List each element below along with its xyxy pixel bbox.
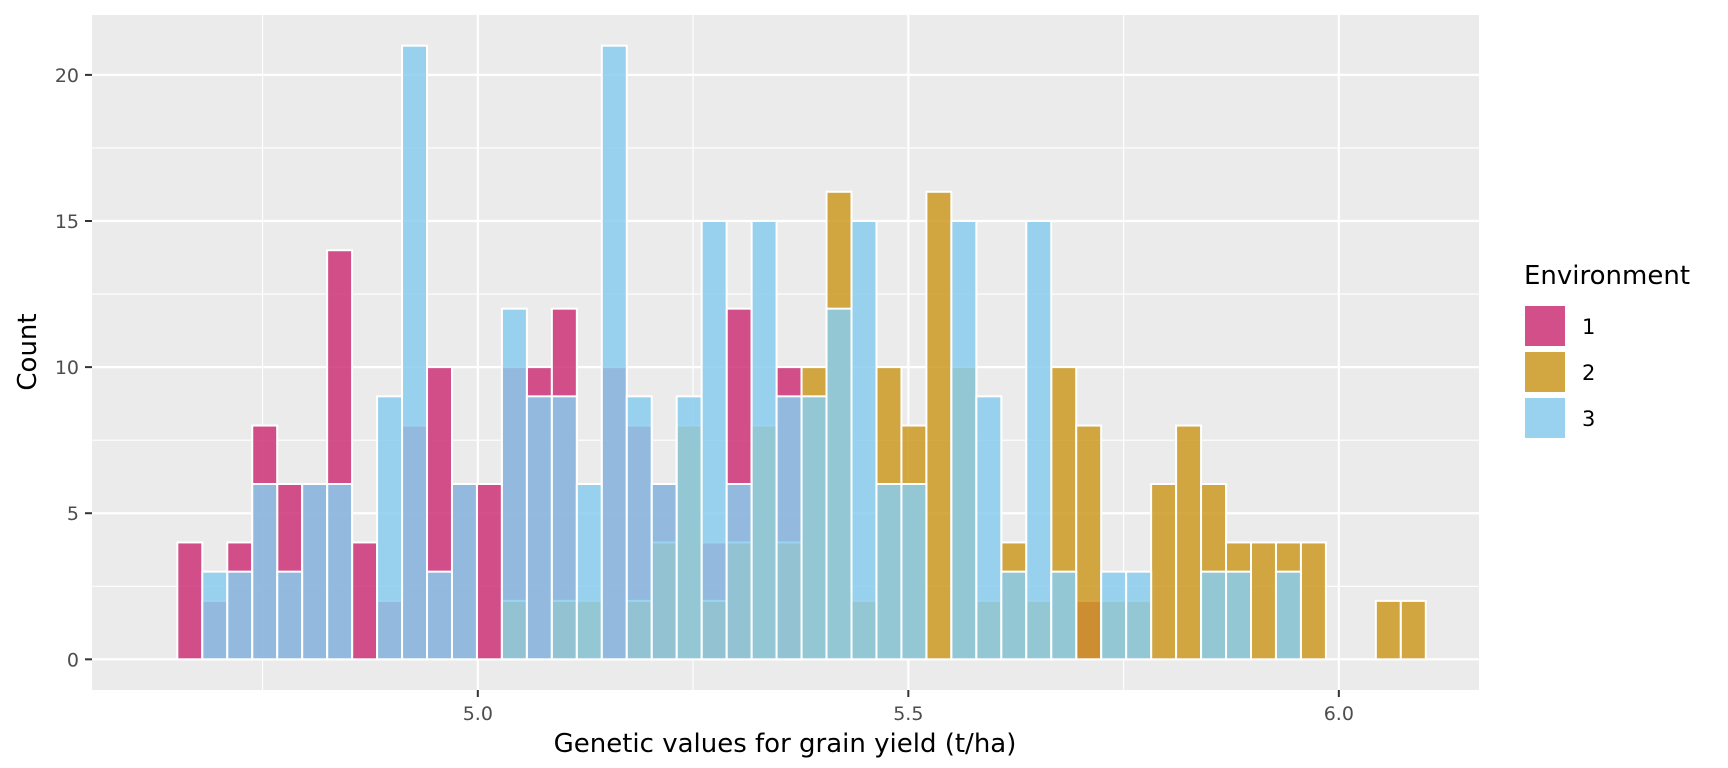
bar-env-3	[600, 44, 628, 661]
x-tick-label: 6.0	[1324, 703, 1354, 725]
bar-env-2	[925, 190, 953, 661]
bar-env-3	[650, 482, 678, 661]
x-tick-label: 5.0	[463, 703, 493, 725]
bar-env-1	[351, 541, 379, 661]
y-tick-label: 15	[55, 211, 79, 233]
y-tick-label: 0	[67, 649, 79, 671]
legend-keys: 1 2 3	[1523, 304, 1595, 440]
bar-env-3	[975, 395, 1003, 661]
bar-env-2	[1175, 424, 1203, 661]
y-tick-label: 20	[55, 65, 79, 87]
legend-swatch-2	[1523, 350, 1567, 394]
bar-env-3	[401, 44, 429, 661]
bar-env-3	[675, 395, 703, 661]
histogram-bars	[176, 44, 1427, 661]
y-tick-label: 10	[55, 357, 79, 379]
bar-env-2	[1299, 541, 1327, 661]
bar-env-1	[176, 541, 204, 661]
bar-env-2	[1250, 541, 1277, 661]
bar-env-3	[376, 395, 404, 661]
legend: Environment 1 2 3	[1523, 261, 1690, 440]
legend-label-2: 2	[1582, 361, 1595, 385]
bar-env-3	[301, 482, 329, 661]
bar-env-1	[475, 482, 503, 661]
y-tick-label: 5	[67, 503, 79, 525]
bar-env-3	[1225, 570, 1253, 661]
bar-env-3	[550, 395, 578, 661]
bar-env-2	[1374, 599, 1402, 661]
bar-env-3	[1025, 220, 1053, 661]
bar-env-3	[1100, 570, 1128, 661]
y-axis: 0 5 10 15 20	[55, 65, 92, 671]
bar-env-3	[875, 482, 903, 661]
y-axis-title: Count	[13, 313, 43, 390]
bar-env-2	[1075, 424, 1103, 661]
bar-env-3	[1274, 570, 1302, 661]
x-axis-title: Genetic values for grain yield (t/ha)	[554, 729, 1017, 759]
bar-env-3	[201, 570, 229, 661]
bar-env-2	[1399, 599, 1427, 661]
bar-env-3	[1200, 570, 1228, 661]
bar-env-3	[1125, 570, 1153, 661]
bar-env-3	[800, 395, 828, 661]
bar-env-3	[775, 395, 803, 661]
bar-env-3	[625, 395, 653, 661]
bar-env-3	[251, 482, 279, 661]
legend-label-3: 3	[1582, 407, 1595, 431]
legend-swatch-3	[1523, 396, 1567, 440]
x-tick-label: 5.5	[893, 703, 923, 725]
bar-env-3	[1000, 570, 1028, 661]
bar-env-3	[226, 570, 254, 661]
bar-env-3	[426, 570, 453, 661]
bar-env-3	[825, 307, 853, 661]
bar-env-3	[950, 220, 978, 661]
bar-env-3	[575, 482, 603, 661]
bar-env-3	[900, 482, 928, 661]
legend-title: Environment	[1524, 261, 1690, 291]
bar-env-3	[326, 482, 354, 661]
bar-env-3	[276, 570, 304, 661]
legend-swatch-1	[1523, 304, 1567, 348]
bar-env-3	[500, 307, 528, 661]
bar-env-3	[700, 220, 728, 661]
bar-env-2	[1150, 482, 1178, 661]
bar-env-3	[450, 482, 478, 661]
bar-env-3	[525, 395, 553, 661]
x-axis: 5.0 5.5 6.0	[463, 690, 1354, 725]
bar-env-3	[850, 220, 878, 661]
legend-label-1: 1	[1582, 315, 1595, 339]
bar-env-3	[750, 220, 778, 661]
bar-env-3	[725, 482, 753, 661]
bar-env-3	[1050, 570, 1078, 661]
